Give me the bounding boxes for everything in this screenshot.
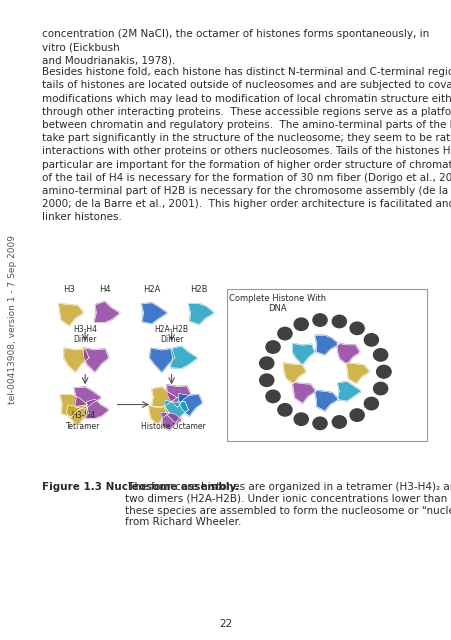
Text: 22: 22 <box>219 619 232 629</box>
Circle shape <box>265 341 280 353</box>
Circle shape <box>364 333 377 346</box>
Polygon shape <box>336 343 359 364</box>
Circle shape <box>373 382 387 395</box>
Circle shape <box>259 374 273 387</box>
Polygon shape <box>170 346 197 369</box>
Polygon shape <box>74 387 101 409</box>
Text: Histone Octamer: Histone Octamer <box>141 422 206 431</box>
Polygon shape <box>148 405 169 424</box>
Text: H3-H4
Tetramer: H3-H4 Tetramer <box>66 412 100 431</box>
Text: concentration (2M NaCl), the octamer of histones forms spontaneously, in vitro (: concentration (2M NaCl), the octamer of … <box>42 29 428 65</box>
Polygon shape <box>345 363 369 383</box>
Text: Complete Histone With
DNA: Complete Histone With DNA <box>229 294 326 314</box>
Polygon shape <box>292 344 314 365</box>
Circle shape <box>373 349 387 361</box>
Circle shape <box>331 416 345 428</box>
Circle shape <box>312 314 327 326</box>
Polygon shape <box>166 385 190 408</box>
Polygon shape <box>149 348 175 372</box>
Polygon shape <box>292 382 315 403</box>
Polygon shape <box>59 303 83 326</box>
Text: Figure 1.3 Nucleosome assembly.: Figure 1.3 Nucleosome assembly. <box>42 483 239 492</box>
Circle shape <box>312 417 327 429</box>
Polygon shape <box>66 405 88 426</box>
Text: H4: H4 <box>99 285 110 294</box>
Circle shape <box>259 357 273 369</box>
Polygon shape <box>141 303 167 324</box>
Polygon shape <box>151 387 177 408</box>
Text: tel-00413908, version 1 - 7 Sep 2009: tel-00413908, version 1 - 7 Sep 2009 <box>8 236 17 404</box>
Polygon shape <box>178 394 202 416</box>
Polygon shape <box>85 399 109 419</box>
FancyBboxPatch shape <box>226 289 426 441</box>
Polygon shape <box>165 401 188 423</box>
Polygon shape <box>314 390 338 411</box>
Circle shape <box>364 397 377 410</box>
Polygon shape <box>188 303 214 324</box>
Polygon shape <box>314 335 338 355</box>
Polygon shape <box>94 301 120 323</box>
Circle shape <box>349 409 364 421</box>
Polygon shape <box>83 348 109 372</box>
Circle shape <box>294 413 308 426</box>
Circle shape <box>277 404 291 416</box>
Polygon shape <box>161 412 182 430</box>
Text: H3: H3 <box>64 285 75 294</box>
Text: H2B: H2B <box>190 285 207 294</box>
Text: H2A: H2A <box>143 285 160 294</box>
Text: Besides histone fold, each histone has distinct N-terminal and C-terminal region: Besides histone fold, each histone has d… <box>42 67 451 223</box>
Polygon shape <box>60 395 87 417</box>
Circle shape <box>376 365 390 378</box>
Circle shape <box>265 390 280 403</box>
Text: The four core histones are organized in a tetramer (H3-H4)₂ and
two dimers (H2A-: The four core histones are organized in … <box>125 483 451 527</box>
Text: H3-H4
Dimer: H3-H4 Dimer <box>73 325 97 344</box>
Text: H2A-H2B
Dimer: H2A-H2B Dimer <box>154 325 188 344</box>
Circle shape <box>294 318 308 330</box>
Polygon shape <box>64 348 89 372</box>
Circle shape <box>376 365 390 378</box>
Circle shape <box>331 316 345 328</box>
Polygon shape <box>337 381 361 401</box>
Polygon shape <box>283 363 306 384</box>
Circle shape <box>349 322 364 335</box>
Circle shape <box>277 327 291 340</box>
